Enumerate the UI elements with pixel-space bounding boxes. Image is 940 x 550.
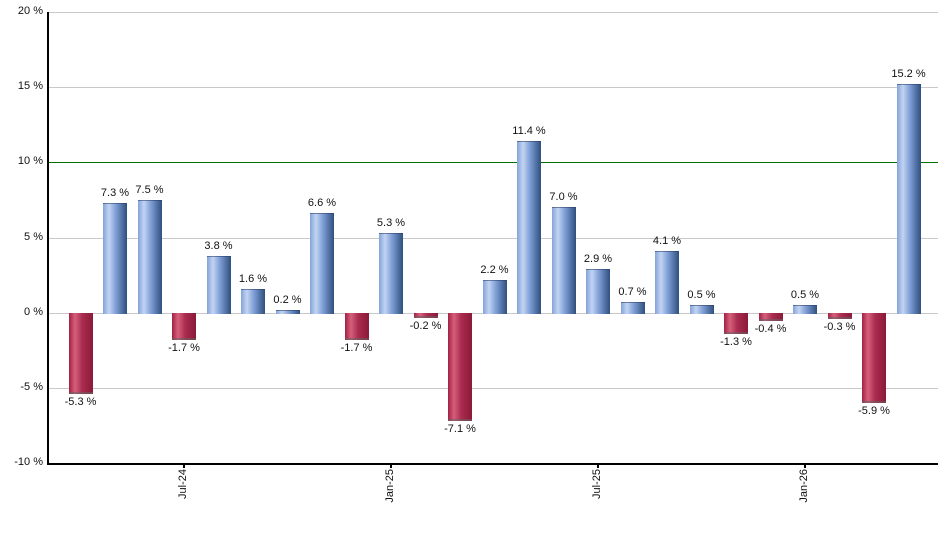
bar-value-label: 6.6 %	[307, 197, 337, 210]
bar-value-label: 0.5 %	[790, 289, 820, 302]
reference-line-10pct	[48, 162, 938, 164]
x-axis-tick-label: Jul-24	[177, 469, 189, 499]
bar-21-negative	[758, 312, 783, 321]
bar-18-positive	[655, 251, 679, 314]
x-axis-tick-mark	[390, 463, 392, 468]
y-axis-tick-label: 0 %	[24, 305, 43, 318]
x-axis-line	[47, 463, 938, 465]
bar-value-label: 5.3 %	[376, 217, 406, 229]
bar-22-positive	[793, 305, 817, 314]
x-axis-tick-mark	[804, 463, 806, 468]
bar-value-label: 2.9 %	[583, 253, 613, 266]
bar-6-positive	[241, 288, 265, 314]
bar-value-label: 2.2 %	[480, 263, 509, 276]
gridline-5pct	[48, 237, 938, 239]
bar-value-label: -5.9 %	[858, 405, 890, 418]
y-axis-tick-label: 10 %	[17, 155, 43, 168]
gridline-15pct	[48, 87, 938, 89]
bar-value-label: -5.3 %	[64, 396, 97, 409]
bar-value-label: 15.2 %	[891, 68, 926, 81]
bar-13-positive	[482, 279, 507, 314]
bar-25-positive	[896, 84, 921, 314]
gridline-20pct	[48, 12, 938, 13]
bar-17-positive	[620, 302, 645, 314]
bar-8-positive	[310, 213, 334, 314]
y-axis-line	[47, 12, 49, 465]
bar-19-positive	[689, 305, 714, 314]
bar-2-positive	[103, 202, 127, 314]
bar-3-positive	[137, 199, 162, 314]
bar-value-label: 0.2 %	[273, 293, 302, 306]
x-axis-tick-label: Jan-26	[798, 469, 810, 503]
x-axis-tick-label: Jan-25	[384, 469, 396, 503]
bar-16-positive	[586, 269, 610, 314]
bar-value-label: -0.2 %	[409, 319, 442, 332]
bar-value-label: 7.5 %	[135, 183, 164, 196]
bar-value-label: 7.3 %	[100, 186, 130, 199]
bar-9-negative	[344, 312, 369, 341]
x-axis-tick-label: Jul-25	[591, 469, 603, 499]
bar-value-label: -0.3 %	[823, 321, 856, 334]
bar-value-label: -1.3 %	[720, 336, 752, 349]
bar-value-label: -1.7 %	[340, 342, 373, 355]
x-axis-tick-mark	[597, 463, 599, 468]
bar-1-negative	[68, 312, 93, 395]
y-axis-tick-label: 5 %	[24, 230, 43, 243]
bar-24-negative	[862, 312, 886, 404]
bar-5-positive	[206, 255, 231, 314]
bar-7-positive	[275, 309, 300, 314]
bar-value-label: 3.8 %	[204, 239, 233, 252]
y-axis-tick-label: 15 %	[17, 80, 43, 93]
bar-value-label: 0.7 %	[618, 286, 647, 299]
gridline--5pct	[48, 387, 938, 389]
bar-10-positive	[379, 233, 403, 314]
bar-value-label: 4.1 %	[652, 235, 682, 247]
y-axis-tick-label: -10 %	[14, 456, 43, 468]
bar-value-label: -1.7 %	[168, 342, 200, 355]
bar-12-negative	[448, 312, 472, 422]
bar-23-negative	[827, 312, 852, 320]
bar-value-label: 0.5 %	[687, 289, 716, 302]
bar-11-negative	[413, 312, 438, 318]
bar-value-label: 1.6 %	[238, 272, 268, 285]
bar-value-label: -7.1 %	[444, 423, 476, 436]
x-axis-tick-mark	[183, 463, 185, 468]
bar-20-negative	[724, 312, 748, 335]
bar-value-label: 11.4 %	[512, 125, 546, 138]
bar-4-negative	[172, 312, 196, 341]
bar-14-positive	[517, 141, 541, 314]
y-axis-tick-label: 20 %	[17, 5, 43, 17]
bar-15-positive	[551, 207, 576, 314]
bar-value-label: -0.4 %	[754, 322, 787, 335]
y-axis-tick-label: -5 %	[20, 380, 43, 393]
bar-value-label: 7.0 %	[549, 191, 578, 204]
